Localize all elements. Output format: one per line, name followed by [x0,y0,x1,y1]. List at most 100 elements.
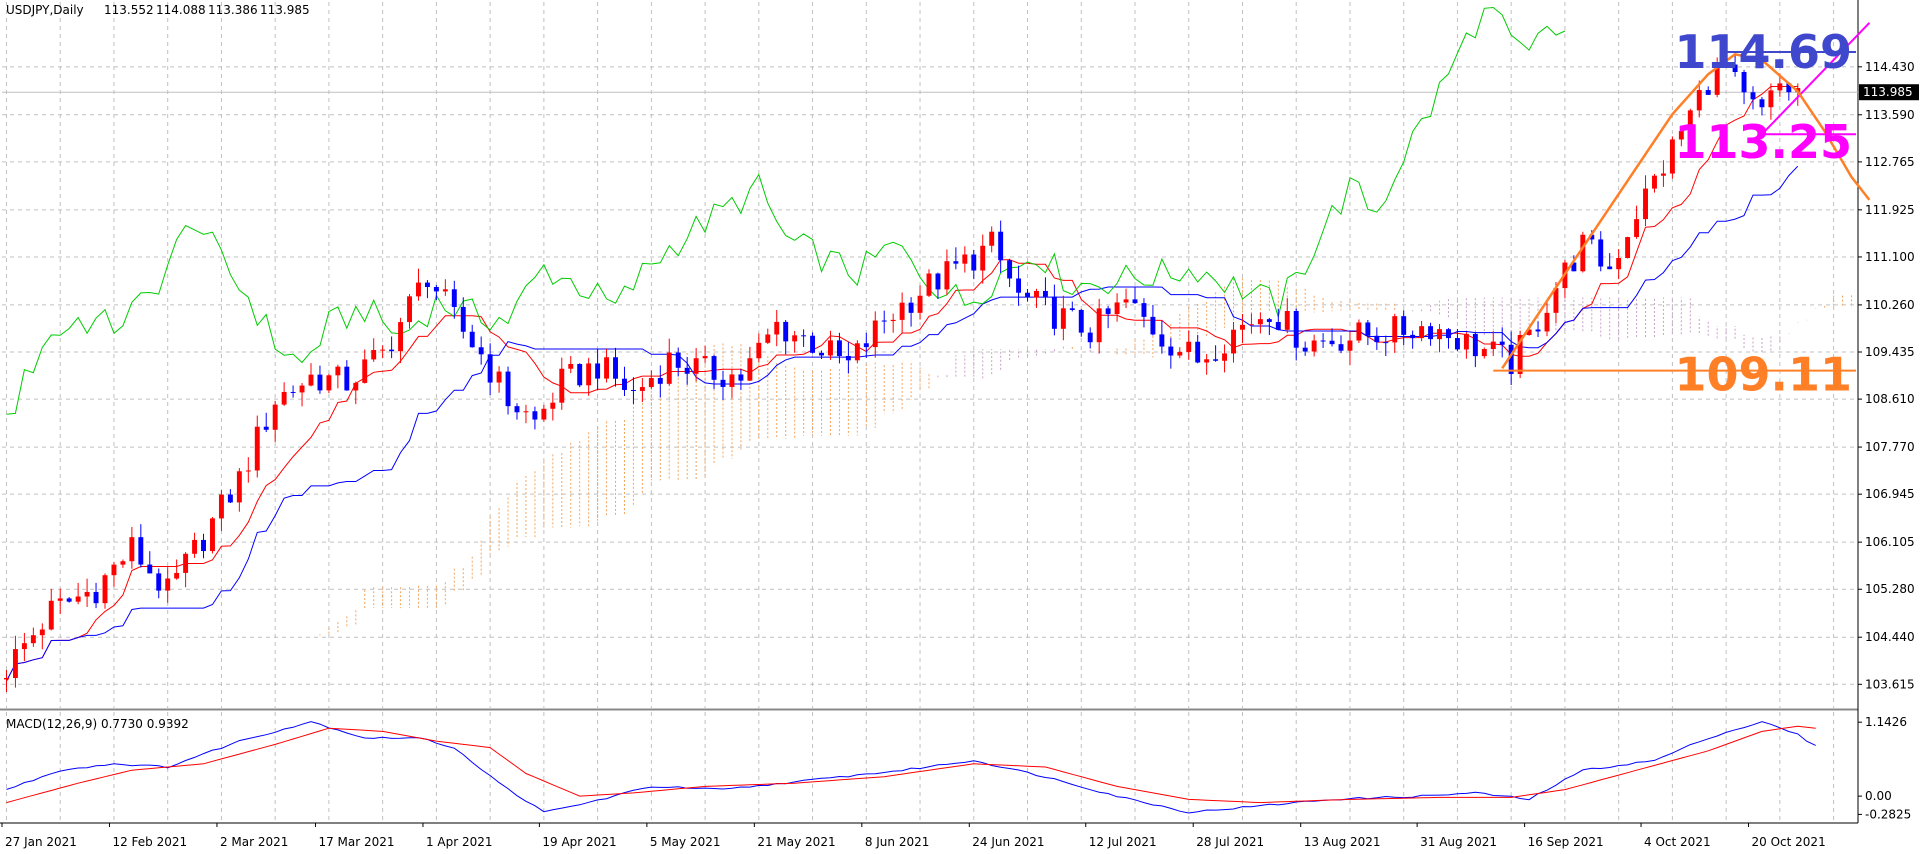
candle-body [1069,308,1075,310]
candle-body [1311,340,1317,352]
candle-body [102,575,108,604]
date-tick-label: 8 Jun 2021 [865,835,930,849]
candle-body [702,356,708,359]
candle-body [1499,341,1505,345]
candle-body [30,635,36,644]
date-tick-label: 24 Jun 2021 [972,835,1044,849]
candle-body [971,254,977,271]
candle-body [630,389,636,391]
candle-body [1087,332,1093,343]
candle-body [1481,349,1487,357]
candle-body [1168,346,1174,356]
candle-body [48,600,54,630]
candle-body [21,643,27,650]
candle-body [1347,340,1353,351]
candle-body [595,363,601,379]
candle-body [478,347,484,355]
candle-body [1437,329,1442,340]
candle-body [183,553,189,573]
date-tick-label: 17 Mar 2021 [318,835,394,849]
candle-body [263,426,269,430]
candle-body [299,385,305,393]
candle-body [1589,234,1595,240]
candle-body [12,649,18,678]
price-tick-label: 103.615 [1865,677,1915,691]
candle-body [1660,173,1666,176]
candle-body [836,340,842,356]
candle-body [380,349,386,351]
macd-tick-label: 1.1426 [1865,715,1907,729]
candle-body [1096,308,1102,343]
candle-body [1338,344,1344,351]
date-tick-label: 5 May 2021 [650,835,721,849]
candle-body [1454,338,1460,350]
ohlc-close: 113.985 [260,3,310,17]
candle-body [541,408,547,420]
candle-body [1786,83,1792,93]
candle-body [729,374,735,387]
candle-body [174,572,180,579]
candle-body [335,366,341,376]
candle-body [442,289,448,292]
candle-body [1410,334,1416,339]
candle-body [1571,262,1577,272]
candle-body [1696,90,1702,111]
price-tick-label: 106.945 [1865,487,1915,501]
candle-body [1517,335,1523,374]
candle-body [389,349,395,352]
candle-body [1266,319,1272,322]
price-tick-label: 104.440 [1865,630,1915,644]
candle-body [245,470,251,472]
candle-body [738,374,744,381]
candle-body [792,335,798,342]
candle-body [998,231,1004,261]
candle-body [872,320,878,348]
candle-body [622,378,627,390]
macd-tick-label: -0.2825 [1865,807,1911,821]
candle-body [1526,329,1532,336]
candle-body [604,357,610,379]
candle-body [1634,219,1640,238]
candle-body [398,322,404,352]
candle-body [210,518,215,552]
candle-body [648,377,654,388]
candle-body [362,359,368,383]
candle-body [4,677,9,680]
candle-body [1472,333,1478,357]
chart-symbol-header: USDJPY,Daily [6,3,84,17]
macd-line [6,721,1816,814]
magenta-trendline [1761,22,1871,135]
current-price-box [1859,84,1919,101]
candle-body [147,564,153,574]
candle-body [1759,99,1765,108]
candle-body [218,494,224,519]
candle-body [1293,310,1299,348]
date-tick-label: 1 Apr 2021 [426,835,493,849]
candle-body [532,411,538,420]
trend-drawings[interactable]: 114.69 113.25 109.11 [1493,22,1871,402]
candle-body [1141,303,1147,317]
candle-body [1248,324,1254,326]
candle-body [1374,335,1380,343]
candle-body [550,402,556,409]
candle-body [308,374,314,386]
date-tick-label: 2 Mar 2021 [220,835,288,849]
axes: 114.430 113.590 112.765 111.925 111.100 110.2… [1,60,1919,849]
candle-body [272,404,278,430]
candlesticks [4,53,1801,693]
candle-body [720,379,726,387]
candle-body [962,254,968,264]
candle-body [192,539,198,554]
candle-body [639,387,645,391]
candle-body [433,286,439,292]
candle-body [138,537,144,565]
price-tick-label: 113.590 [1865,108,1915,122]
chikou-line [6,6,1566,415]
date-tick-label: 21 May 2021 [757,835,835,849]
candle-body [1446,329,1451,339]
price-annotation-109-11: 109.11 [1674,348,1852,402]
candle-body [1275,321,1281,330]
candle-body [111,564,117,576]
candle-body [711,356,717,380]
